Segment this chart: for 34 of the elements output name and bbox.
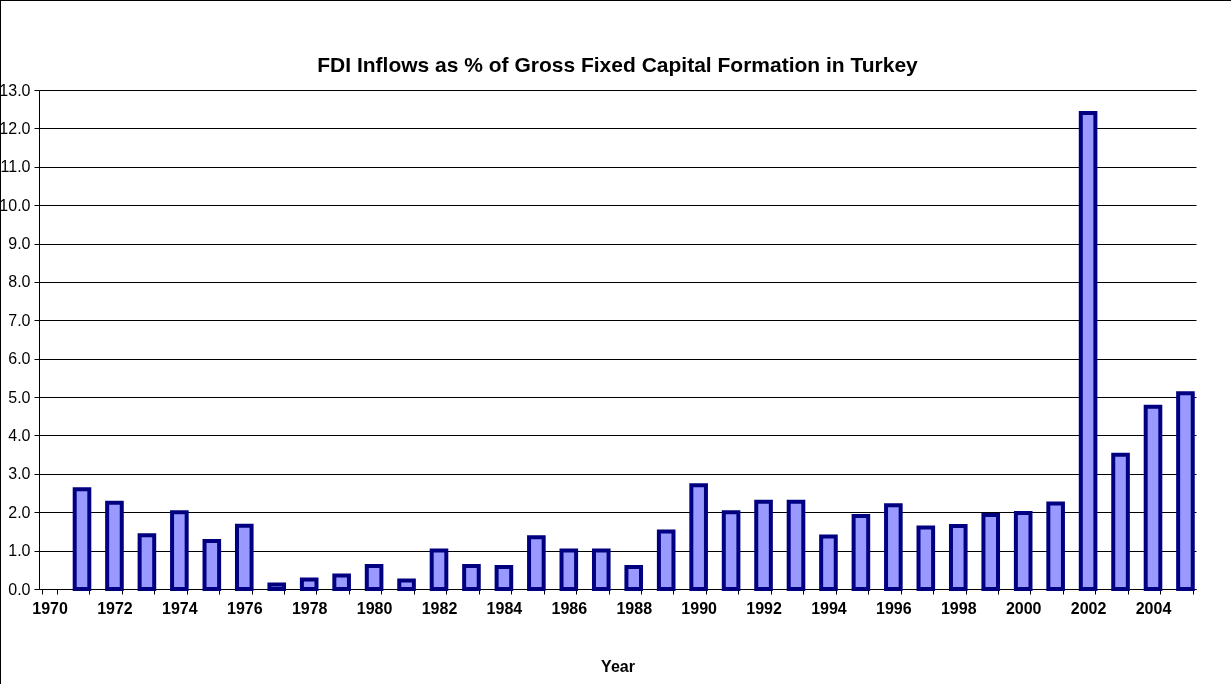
x-tick-label: 1978 xyxy=(291,599,328,617)
x-tick-label: 1990 xyxy=(681,599,718,617)
y-tick-label: 11.0 xyxy=(0,158,31,176)
x-tick-label: 2004 xyxy=(1135,599,1172,617)
y-tick-label: 0.0 xyxy=(8,580,31,598)
y-tick-label: 7.0 xyxy=(8,311,31,329)
x-tick-label: 1982 xyxy=(421,599,458,617)
y-tick-label: 5.0 xyxy=(8,388,31,406)
y-tick-label: 8.0 xyxy=(8,273,31,291)
x-tick-label: 1972 xyxy=(97,599,133,617)
y-tick-label: 4.0 xyxy=(8,426,31,444)
x-tick-label: 2000 xyxy=(1005,599,1042,617)
y-tick-label: 2.0 xyxy=(8,503,31,521)
y-tick-label: 12.0 xyxy=(0,119,31,137)
x-tick-label: 1994 xyxy=(811,599,847,617)
x-tick-label: 1986 xyxy=(551,599,588,617)
x-tick-label: 1992 xyxy=(746,599,782,617)
x-tick-label: 1974 xyxy=(162,599,198,617)
y-tick-label: 6.0 xyxy=(8,350,31,368)
x-tick-label: 1976 xyxy=(226,599,263,617)
x-tick-label: 1988 xyxy=(616,599,653,617)
x-tick-label: 1984 xyxy=(486,599,523,617)
x-tick-label: 2002 xyxy=(1070,599,1107,617)
y-tick-label: 10.0 xyxy=(0,196,31,214)
chart-title: FDI Inflows as % of Gross Fixed Capital Formation in Turkey xyxy=(317,53,919,76)
y-tick-label: 13.0 xyxy=(0,81,31,99)
x-tick-label: 1980 xyxy=(356,599,393,617)
y-tick-label: 9.0 xyxy=(8,235,31,253)
y-tick-label: 1.0 xyxy=(8,542,31,560)
x-axis-title: Year xyxy=(601,657,635,675)
y-tick-label: 3.0 xyxy=(8,465,31,483)
x-tick-label: 1996 xyxy=(876,599,912,617)
x-tick-label: 1970 xyxy=(32,599,68,617)
x-tick-label: 1998 xyxy=(940,599,977,617)
